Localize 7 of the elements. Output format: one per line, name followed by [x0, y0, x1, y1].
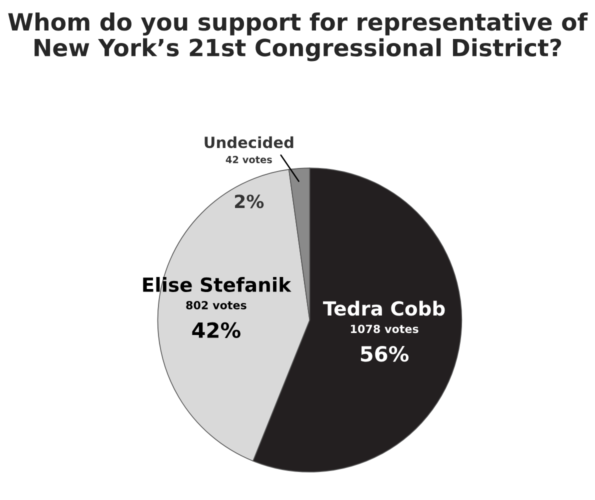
text: 42 votes 2%: [226, 156, 272, 208]
data-label: 802 votes 42%: [186, 300, 246, 338]
slice-label: Tedra Cobb: [323, 300, 445, 316]
data-label: 1078 votes 56%: [350, 324, 418, 362]
slice-label: Undecided: [204, 136, 294, 148]
chart-title: Whom do you support for representative of New York’s 21st Congressional District?: [8, 12, 588, 62]
slice-label: Elise Stefanik: [143, 276, 292, 292]
